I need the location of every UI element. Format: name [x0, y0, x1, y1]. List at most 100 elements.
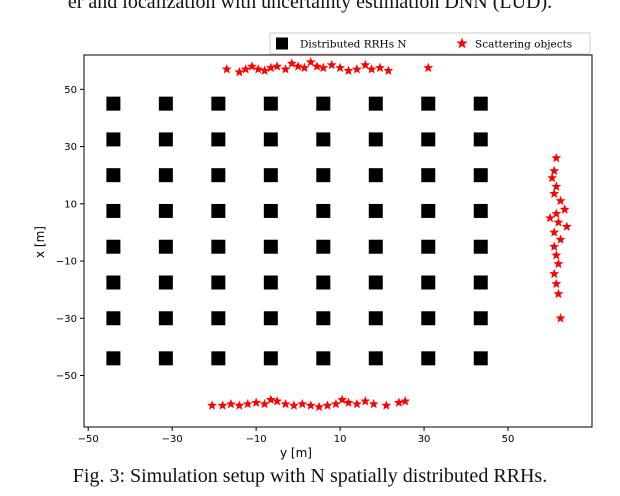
- rrh-marker: [106, 351, 121, 366]
- y-tick-label: 30: [64, 142, 77, 153]
- scatter-point: [299, 62, 310, 73]
- scatter-point: [393, 397, 404, 407]
- x-tick-label: −10: [246, 434, 267, 445]
- y-tick-label: −30: [56, 314, 77, 325]
- scatter-point: [555, 234, 566, 244]
- rrh-marker: [158, 351, 173, 366]
- figure-caption: Fig. 3: Simulation setup with N spatiall…: [72, 465, 548, 487]
- rrh-marker: [421, 96, 436, 111]
- rrh-marker: [211, 132, 226, 147]
- scatter-point: [280, 64, 291, 74]
- plot-frame: [83, 54, 593, 428]
- scatter-point: [549, 227, 560, 237]
- rrh-marker: [263, 168, 278, 183]
- scatter-point: [259, 398, 270, 409]
- scatter-point: [253, 64, 264, 74]
- scatter-point: [221, 64, 232, 74]
- scatter-point: [559, 204, 570, 214]
- scatter-point: [549, 188, 560, 198]
- scatter-point: [337, 394, 348, 405]
- rrh-marker: [158, 239, 173, 254]
- scatter-point: [423, 62, 434, 73]
- scatter-point: [366, 64, 377, 74]
- scatter-point: [547, 172, 558, 183]
- legend-rrh-label: Distributed RRHs N: [300, 39, 407, 51]
- scatter-point: [251, 397, 262, 407]
- scatter-point: [265, 394, 276, 405]
- rrh-marker: [158, 311, 173, 326]
- rrh-marker: [316, 203, 331, 218]
- rrh-marker: [421, 239, 436, 254]
- legend: Distributed RRHs N Scattering objects: [269, 32, 591, 55]
- rrh-marker: [263, 203, 278, 218]
- legend-scatter-marker: [456, 37, 468, 49]
- rrh-marker: [263, 351, 278, 366]
- rrh-marker: [106, 311, 121, 326]
- rrh-marker: [421, 351, 436, 366]
- scatter-point: [360, 59, 371, 70]
- scatter-point: [343, 397, 354, 407]
- scatter-point: [375, 62, 385, 73]
- rrh-marker: [263, 96, 278, 111]
- rrh-marker: [211, 168, 226, 183]
- rrh-marker: [316, 311, 331, 326]
- scatter-point: [305, 56, 316, 67]
- scatter-point: [555, 195, 566, 206]
- rrh-marker: [368, 132, 383, 147]
- scatter-point: [549, 268, 560, 279]
- y-axis-ticks: 50 30 10 −10 −30 −50: [56, 85, 84, 382]
- rrh-marker: [158, 132, 173, 147]
- rrh-marker: [473, 132, 488, 147]
- rrh-marker: [473, 168, 488, 183]
- scatter-point: [551, 250, 562, 260]
- rrh-marker: [263, 311, 278, 326]
- rrh-marker: [368, 239, 383, 254]
- rrh-marker: [368, 275, 383, 290]
- rrh-marker: [473, 239, 488, 254]
- x-tick-label: −50: [78, 434, 99, 445]
- scatter-point: [272, 396, 283, 406]
- scatter-point: [551, 278, 562, 289]
- y-tick-label: −10: [56, 257, 77, 268]
- rrh-marker: [316, 96, 331, 111]
- top-caption-text: er and localization with uncertainty est…: [67, 0, 553, 13]
- rrh-series: [106, 96, 488, 366]
- rrh-marker: [316, 239, 331, 254]
- x-tick-label: 50: [502, 434, 515, 445]
- x-tick-label: 10: [334, 434, 347, 445]
- scatter-point: [318, 62, 329, 73]
- scatter-point: [288, 400, 299, 410]
- scatter-point: [368, 398, 379, 409]
- rrh-marker: [211, 311, 226, 326]
- scatter-point: [226, 398, 236, 409]
- scatter-point: [360, 396, 371, 406]
- rrh-marker: [316, 351, 331, 366]
- scatter-point: [383, 65, 394, 75]
- rrh-marker: [158, 275, 173, 290]
- rrh-marker: [211, 351, 226, 366]
- scatter-point: [549, 241, 560, 251]
- rrh-marker: [421, 203, 436, 218]
- scatter-point: [312, 61, 322, 71]
- scatter-point: [545, 212, 555, 223]
- scatter-point: [343, 65, 354, 75]
- scatter-point: [351, 398, 362, 409]
- x-axis-ticks: −50 −30 −10 10 30 50: [78, 427, 515, 445]
- rrh-marker: [211, 239, 226, 254]
- scatter-point: [561, 221, 572, 231]
- scatter-point: [553, 288, 564, 299]
- legend-box: [269, 32, 591, 55]
- scattering-objects-series: [207, 56, 572, 412]
- rrh-marker: [368, 168, 383, 183]
- rrh-marker: [368, 203, 383, 218]
- rrh-marker: [106, 96, 121, 111]
- rrh-marker: [316, 275, 331, 290]
- scatter-point: [555, 313, 566, 323]
- y-tick-label: 50: [64, 85, 77, 96]
- rrh-marker: [473, 311, 488, 326]
- x-tick-label: 30: [418, 434, 431, 445]
- y-tick-label: 10: [64, 199, 77, 210]
- scatter-point: [322, 400, 333, 410]
- scatter-point: [549, 165, 560, 176]
